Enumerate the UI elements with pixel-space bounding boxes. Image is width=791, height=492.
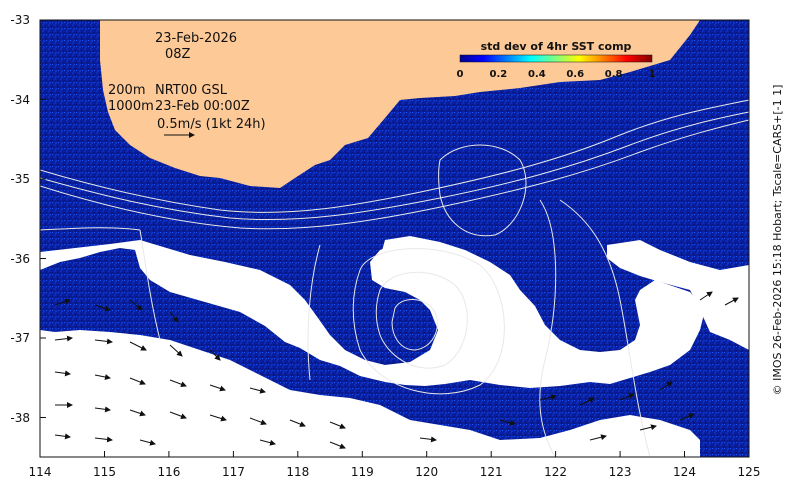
colorbar-tick: 0 [457, 69, 464, 80]
x-tick-label: 124 [673, 465, 696, 479]
time-label: 08Z [165, 47, 191, 62]
cloud-region-mid [380, 236, 520, 300]
model-time-label: 23-Feb 00:00Z [155, 99, 250, 114]
model-label: NRT00 GSL [155, 83, 228, 98]
y-tick-label: -35 [10, 172, 30, 186]
x-tick-label: 121 [480, 465, 503, 479]
colorbar-tick: 0.6 [566, 69, 584, 80]
current-vectors [54, 291, 739, 449]
cloud-region-south [40, 330, 700, 457]
x-tick-label: 119 [351, 465, 374, 479]
cloud-region-east [607, 240, 749, 350]
colorbar [459, 54, 653, 63]
plot-frame [39, 19, 750, 458]
colorbar-tick: 0.8 [605, 69, 623, 80]
vector-scale-label: 0.5m/s (1kt 24h) [157, 117, 266, 132]
x-tick-label: 120 [415, 465, 438, 479]
colorbar-tick: 0.4 [528, 69, 546, 80]
colorbar-tick: 1 [649, 69, 656, 80]
x-tick-label: 114 [29, 465, 52, 479]
x-tick-label: 115 [93, 465, 116, 479]
y-tick-label: -34 [10, 93, 30, 107]
colorbar-title: std dev of 4hr SST comp [481, 40, 632, 53]
x-tick-label: 116 [157, 465, 180, 479]
x-axis [39, 451, 750, 457]
contour-lines [40, 99, 749, 457]
date-label: 23-Feb-2026 [155, 31, 237, 46]
credit-label: © IMOS 26-Feb-2026 15:18 Hobart; Tscale=… [771, 85, 784, 396]
isobath-1000-label: 1000m [108, 99, 154, 114]
y-tick-label: -38 [10, 411, 30, 425]
x-tick-label: 123 [609, 465, 632, 479]
colorbar-tick: 0.2 [490, 69, 508, 80]
y-tick-label: -33 [10, 13, 30, 27]
x-tick-label: 122 [544, 465, 567, 479]
x-tick-label: 125 [738, 465, 761, 479]
cloud-region-west [40, 240, 705, 388]
y-axis [40, 19, 46, 418]
x-tick-label: 117 [222, 465, 245, 479]
x-tick-label: 118 [286, 465, 309, 479]
y-tick-label: -36 [10, 252, 30, 266]
y-tick-label: -37 [10, 331, 30, 345]
isobath-200-label: 200m [108, 83, 145, 98]
